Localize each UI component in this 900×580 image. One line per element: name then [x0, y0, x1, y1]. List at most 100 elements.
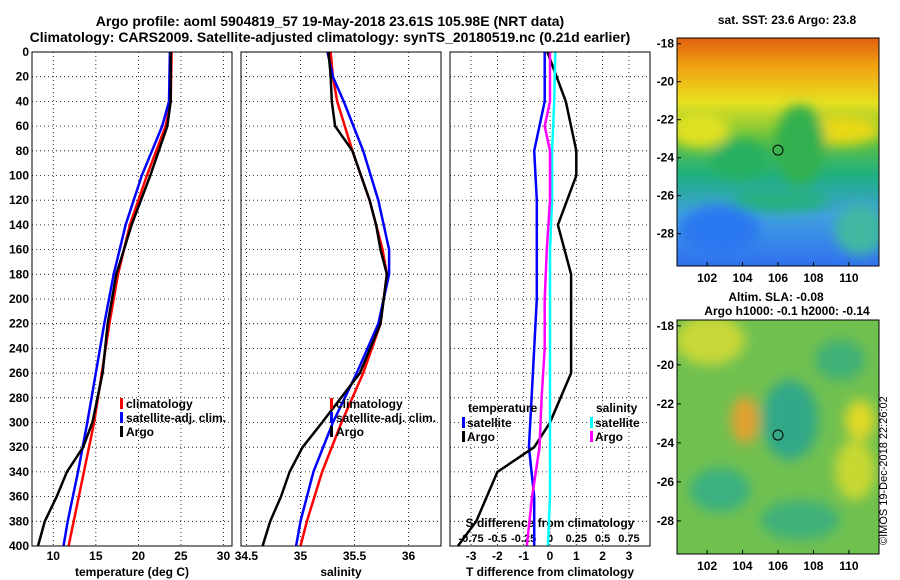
map-x-tick-label: 108	[803, 559, 823, 573]
y-tick-label: 180	[9, 267, 29, 281]
map-y-tick-label: -18	[657, 319, 675, 333]
map-y-tick-label: -22	[657, 113, 675, 127]
legend-label: Argo	[126, 425, 154, 439]
y-tick-label: 340	[9, 465, 29, 479]
x-tick-label: 0	[547, 549, 554, 563]
y-tick-label: 80	[16, 144, 30, 158]
map-y-tick-label: -20	[657, 358, 675, 372]
map-x-tick-label: 102	[697, 271, 717, 285]
profile-panel-0: 0 20 40 60 80 100 120 140 160 180 200 220 240 260 280 3…	[9, 45, 233, 579]
x2-tick-label: -0.5	[488, 533, 507, 545]
legend-swatch	[330, 398, 333, 409]
x-tick-label: 20	[132, 549, 146, 563]
x-axis-label: temperature (deg C)	[75, 565, 189, 579]
imos-credit: ©IMOS 19-Dec-2018 22:26:02	[878, 396, 890, 545]
legend-label: satellite-adj. clim.	[126, 411, 226, 425]
series-line-s-satellite	[546, 51, 557, 547]
x2-tick-label: 0.25	[566, 533, 587, 545]
map-x-tick-label: 106	[768, 271, 788, 285]
legend-label: satellite-adj. clim.	[336, 411, 436, 425]
sla-map-subtitle: Argo h1000: -0.1 h2000: -0.14	[704, 304, 870, 318]
x-axis-label: T difference from climatology	[466, 565, 634, 579]
legend-swatch	[590, 417, 593, 428]
x2-tick-label: 0	[547, 533, 553, 545]
legend-label: Argo	[467, 430, 495, 444]
panel-frame	[449, 51, 651, 547]
map-y-tick-label: -20	[657, 75, 675, 89]
profile-panel-2: -3 -2 -1 0 1 2 3-0.75 -0.5 -0.25 0 0.25 0.5 0.75S di…	[449, 51, 651, 579]
sst-map-title: sat. SST: 23.6 Argo: 23.8	[717, 13, 857, 27]
map-x-tick-label: 110	[839, 559, 859, 573]
x-tick-label: 25	[174, 549, 188, 563]
legend-swatch	[120, 426, 123, 437]
x-tick-label: -3	[466, 549, 477, 563]
x-tick-label: -2	[492, 549, 503, 563]
series-line-argo	[261, 51, 389, 547]
legend-label: climatology	[126, 397, 193, 411]
x-tick-label: 3	[626, 549, 633, 563]
series-line-satellite-adj-clim-	[62, 51, 172, 547]
legend-swatch	[330, 412, 333, 423]
x-tick-label: -1	[518, 549, 529, 563]
climatology-title: Climatology: CARS2009. Satellite-adjuste…	[29, 29, 631, 45]
y-tick-label: 360	[9, 490, 29, 504]
map-x-tick-label: 104	[733, 271, 753, 285]
map-y-tick-label: -24	[657, 436, 675, 450]
y-tick-label: 0	[22, 45, 29, 59]
x-tick-label: 15	[89, 549, 103, 563]
y-tick-label: 200	[9, 292, 29, 306]
series-line-t-satellite	[527, 52, 546, 546]
panel-frame	[31, 51, 233, 547]
legend-swatch	[330, 426, 333, 437]
x-tick-label: 36	[402, 549, 416, 563]
legend-swatch	[120, 412, 123, 423]
sst-map	[677, 38, 879, 266]
sla-map	[677, 320, 879, 554]
map-y-tick-label: -22	[657, 397, 675, 411]
y-tick-label: 240	[9, 341, 29, 355]
series-line-t-argo	[456, 51, 578, 547]
y-tick-label: 120	[9, 193, 29, 207]
x2-tick-label: 0.5	[595, 533, 610, 545]
y-tick-label: 140	[9, 218, 29, 232]
x-tick-label: 34.5	[235, 549, 259, 563]
legend-label: Argo	[595, 430, 623, 444]
x2-tick-label: -0.25	[511, 533, 536, 545]
x-axis-label: salinity	[320, 565, 362, 579]
y-tick-label: 260	[9, 366, 29, 380]
y-tick-label: 100	[9, 169, 29, 183]
map-x-tick-label: 108	[803, 271, 823, 285]
x-tick-label: 10	[47, 549, 61, 563]
x-tick-label: 2	[599, 549, 606, 563]
series-line-climatology	[67, 51, 173, 547]
series-line-s-argo	[525, 52, 552, 547]
y-tick-label: 20	[16, 70, 30, 84]
legend-label: satellite	[595, 416, 640, 430]
panel-frame	[240, 51, 442, 547]
y-tick-label: 60	[16, 119, 30, 133]
y-tick-label: 220	[9, 317, 29, 331]
y-tick-label: 160	[9, 243, 29, 257]
map-x-tick-label: 102	[697, 559, 717, 573]
x2-axis-label: S difference from climatology	[466, 516, 635, 530]
legend-label: Argo	[336, 425, 364, 439]
map-y-tick-label: -24	[657, 151, 675, 165]
sla-map-title: Altim. SLA: -0.08	[728, 290, 824, 304]
legend-label: climatology	[336, 397, 403, 411]
map-x-tick-label: 110	[839, 271, 859, 285]
map-x-tick-label: 106	[768, 559, 788, 573]
legend-swatch	[462, 417, 465, 428]
argo-location-marker	[772, 429, 784, 441]
map-y-tick-label: -26	[657, 475, 675, 489]
series-line-argo	[36, 52, 172, 547]
map-y-tick-label: -18	[657, 37, 675, 51]
map-y-tick-label: -28	[657, 227, 675, 241]
profile-panel-1: 34.5 35 35.5 36 salinity climatologysatellite…	[235, 51, 442, 579]
y-tick-label: 40	[16, 94, 30, 108]
legend-label: satellite	[467, 416, 512, 430]
x-tick-label: 1	[573, 549, 580, 563]
y-tick-label: 380	[9, 514, 29, 528]
legend-title-salinity: salinity	[596, 401, 638, 415]
legend-swatch	[462, 431, 465, 442]
